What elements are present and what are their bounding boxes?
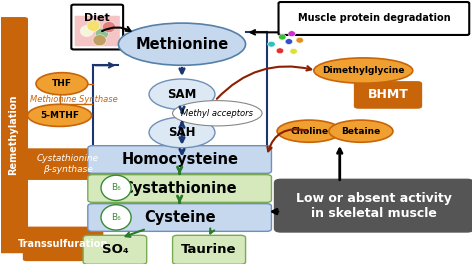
FancyBboxPatch shape [279, 2, 469, 35]
FancyBboxPatch shape [71, 5, 123, 50]
Text: Low or absent activity
in skeletal muscle: Low or absent activity in skeletal muscl… [296, 192, 452, 220]
Ellipse shape [27, 104, 91, 126]
Text: SAH: SAH [168, 126, 196, 139]
Ellipse shape [268, 41, 275, 47]
Text: B₆: B₆ [111, 213, 121, 222]
FancyBboxPatch shape [88, 175, 272, 202]
Text: SAM: SAM [167, 88, 197, 101]
Ellipse shape [285, 39, 292, 45]
Ellipse shape [276, 48, 284, 54]
FancyBboxPatch shape [23, 227, 103, 261]
Ellipse shape [149, 117, 215, 148]
FancyBboxPatch shape [83, 235, 146, 264]
Text: B₆: B₆ [111, 183, 121, 192]
Ellipse shape [93, 35, 106, 46]
Ellipse shape [296, 37, 303, 43]
Text: Betaine: Betaine [341, 127, 381, 136]
FancyBboxPatch shape [22, 148, 114, 180]
Ellipse shape [288, 31, 295, 37]
Text: Taurine: Taurine [182, 243, 237, 256]
Text: Methionine Synthase: Methionine Synthase [30, 95, 118, 104]
Text: Choline: Choline [290, 127, 328, 136]
Text: Cysteine: Cysteine [144, 210, 216, 225]
Ellipse shape [101, 175, 131, 201]
Ellipse shape [87, 20, 100, 31]
Text: Transsulfuration: Transsulfuration [18, 239, 108, 249]
Ellipse shape [173, 101, 262, 126]
Text: Muscle protein degradation: Muscle protein degradation [298, 14, 450, 24]
Text: 5-MTHF: 5-MTHF [40, 111, 79, 120]
Ellipse shape [290, 48, 297, 54]
Text: THF: THF [52, 79, 72, 88]
Ellipse shape [80, 25, 93, 37]
Text: Cystathionine
β-synthase: Cystathionine β-synthase [37, 154, 99, 174]
FancyBboxPatch shape [274, 179, 474, 233]
FancyBboxPatch shape [88, 204, 272, 231]
FancyBboxPatch shape [0, 17, 28, 253]
Ellipse shape [95, 28, 109, 39]
FancyBboxPatch shape [74, 16, 120, 46]
Ellipse shape [36, 73, 88, 95]
Ellipse shape [329, 120, 393, 142]
Text: SO₄: SO₄ [101, 243, 128, 256]
Text: Dimethylglycine: Dimethylglycine [322, 66, 404, 75]
Text: Remethylation: Remethylation [8, 95, 18, 175]
FancyBboxPatch shape [354, 81, 422, 109]
Ellipse shape [314, 58, 413, 83]
Ellipse shape [101, 205, 131, 230]
Ellipse shape [149, 79, 215, 109]
Text: Cystathionine: Cystathionine [122, 181, 237, 196]
Text: Diet: Diet [84, 12, 110, 23]
Text: BHMT: BHMT [367, 89, 409, 101]
Text: Methionine: Methionine [136, 37, 228, 52]
FancyBboxPatch shape [88, 146, 272, 173]
Text: Homocysteine: Homocysteine [121, 152, 238, 167]
Ellipse shape [102, 21, 116, 33]
Ellipse shape [118, 23, 246, 65]
Text: Methyl acceptors: Methyl acceptors [182, 109, 253, 118]
Ellipse shape [277, 120, 341, 142]
Ellipse shape [279, 34, 286, 40]
FancyBboxPatch shape [173, 235, 246, 264]
